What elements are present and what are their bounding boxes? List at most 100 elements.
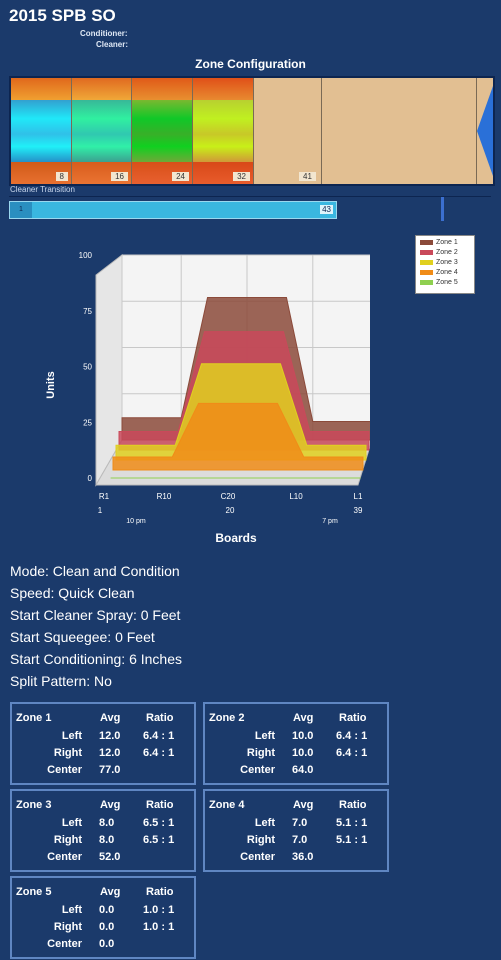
cleaner-transition-start: 1 bbox=[10, 202, 32, 218]
zone-name: Zone 4 bbox=[209, 799, 245, 811]
zone-summary-box: Zone 4 Avg Ratio Left 7.0 5.1 : 1 Right 7.0 5.1 … bbox=[203, 789, 389, 872]
left-label: Left bbox=[254, 817, 275, 829]
legend-swatch bbox=[420, 259, 433, 265]
x-note: 10 pm bbox=[126, 518, 146, 525]
chart-legend: Zone 1 Zone 2 Zone 3 Zone 4 Zone 5 bbox=[415, 235, 475, 294]
mode-text: Mode: Clean and Condition bbox=[10, 563, 180, 579]
left-label: Left bbox=[61, 730, 82, 742]
legend-swatch bbox=[420, 279, 433, 285]
zone-name: Zone 2 bbox=[209, 712, 245, 724]
center-label: Center bbox=[47, 764, 82, 776]
x-axis-ticks: R1 R10 C20 L10 L1 1 20 39 10 pm 7 pm bbox=[98, 492, 363, 525]
center-avg: 52.0 bbox=[99, 851, 121, 863]
left-ratio: 1.0 : 1 bbox=[143, 904, 175, 916]
left-avg: 7.0 bbox=[292, 817, 308, 829]
left-ratio: 6.4 : 1 bbox=[143, 730, 175, 742]
ratio-header: Ratio bbox=[146, 712, 174, 724]
y-tick-label: 100 bbox=[79, 251, 93, 260]
speed-text: Speed: Quick Clean bbox=[10, 585, 135, 601]
series-area bbox=[112, 402, 364, 471]
x-tick-label: L10 bbox=[289, 492, 303, 501]
zone-marker: 32 bbox=[233, 172, 250, 181]
right-ratio: 1.0 : 1 bbox=[143, 921, 175, 933]
legend-item: Zone 4 bbox=[420, 269, 458, 276]
right-label: Right bbox=[53, 834, 82, 846]
right-label: Right bbox=[246, 747, 275, 759]
zone-column: 32 bbox=[193, 78, 253, 184]
chart-series bbox=[110, 297, 370, 479]
right-label: Right bbox=[53, 921, 82, 933]
zone-name: Zone 1 bbox=[16, 712, 52, 724]
x-board-number: 1 bbox=[98, 506, 103, 515]
center-label: Center bbox=[240, 764, 275, 776]
conditioning-text: Start Conditioning: 6 Inches bbox=[10, 651, 182, 667]
right-ratio: 6.5 : 1 bbox=[143, 834, 175, 846]
squeegee-text: Start Squeegee: 0 Feet bbox=[10, 629, 155, 645]
center-avg: 77.0 bbox=[99, 764, 121, 776]
avg-header: Avg bbox=[100, 712, 121, 724]
right-avg: 7.0 bbox=[292, 834, 308, 846]
zone-marker: 24 bbox=[172, 172, 189, 181]
legend-item: Zone 3 bbox=[420, 259, 458, 266]
legend-swatch bbox=[420, 239, 433, 245]
center-label: Center bbox=[240, 851, 275, 863]
x-tick-label: R1 bbox=[99, 492, 110, 501]
center-label: Center bbox=[47, 851, 82, 863]
zone-marker: 8 bbox=[55, 172, 68, 181]
zone-marker: 16 bbox=[111, 172, 128, 181]
left-avg: 0.0 bbox=[99, 904, 115, 916]
x-board-number: 39 bbox=[354, 506, 363, 515]
pattern-title: 2015 SPB SO bbox=[9, 6, 116, 25]
legend-swatch bbox=[420, 249, 433, 255]
avg-header: Avg bbox=[293, 712, 314, 724]
x-axis-label: Boards bbox=[215, 531, 257, 545]
zone-name: Zone 5 bbox=[16, 886, 52, 898]
avg-header: Avg bbox=[100, 799, 121, 811]
legend-item: Zone 2 bbox=[420, 249, 458, 256]
legend-item: Zone 1 bbox=[420, 239, 458, 246]
zone-summary-box: Zone 1 Avg Ratio Left 12.0 6.4 : 1 Right 12.0 6.… bbox=[10, 702, 196, 785]
split-pattern-text: Split Pattern: No bbox=[10, 673, 112, 689]
oil-profile-chart: 0 25 50 75 100 R1 R10 C20 L10 L1 1 20 39 10 pm 7 pm U… bbox=[45, 251, 370, 545]
right-label: Right bbox=[53, 747, 82, 759]
right-label: Right bbox=[246, 834, 275, 846]
zone-summary-box: Zone 5 Avg Ratio Left 0.0 1.0 : 1 Right 0.0 1.0 … bbox=[10, 876, 196, 959]
x-tick-label: L1 bbox=[354, 492, 363, 501]
right-ratio: 6.4 : 1 bbox=[143, 747, 175, 759]
zone-marker: 41 bbox=[299, 172, 316, 181]
x-tick-label: R10 bbox=[157, 492, 172, 501]
zone-config-title: Zone Configuration bbox=[195, 57, 306, 71]
right-avg: 12.0 bbox=[99, 747, 121, 759]
center-avg: 64.0 bbox=[292, 764, 314, 776]
conditioner-label: Conditioner: bbox=[80, 29, 128, 38]
ratio-header: Ratio bbox=[339, 712, 367, 724]
center-avg: 36.0 bbox=[292, 851, 314, 863]
ratio-header: Ratio bbox=[146, 886, 174, 898]
avg-header: Avg bbox=[293, 799, 314, 811]
right-avg: 10.0 bbox=[292, 747, 314, 759]
left-ratio: 6.5 : 1 bbox=[143, 817, 175, 829]
left-label: Left bbox=[254, 730, 275, 742]
left-avg: 8.0 bbox=[99, 817, 115, 829]
x-tick-label: C20 bbox=[221, 492, 236, 501]
y-axis-ticks: 0 25 50 75 100 bbox=[79, 251, 93, 483]
y-axis-label: Units bbox=[45, 371, 57, 399]
left-avg: 10.0 bbox=[292, 730, 314, 742]
zone-configuration-panel[interactable]: 8 16 24 32 41 bbox=[9, 76, 495, 186]
pin-deck-arrow-icon bbox=[477, 86, 493, 176]
left-label: Left bbox=[61, 904, 82, 916]
left-ratio: 6.4 : 1 bbox=[336, 730, 368, 742]
zone-column: 16 bbox=[72, 78, 131, 184]
cleaner-transition-bar[interactable]: 1 43 bbox=[9, 201, 337, 219]
center-avg: 0.0 bbox=[99, 938, 115, 950]
transition-marker[interactable] bbox=[441, 197, 444, 221]
divider bbox=[9, 196, 491, 197]
zone-column: 8 bbox=[11, 78, 71, 184]
avg-header: Avg bbox=[100, 886, 121, 898]
y-tick-label: 75 bbox=[83, 307, 92, 316]
y-tick-label: 25 bbox=[83, 418, 92, 427]
zone-column: 24 bbox=[132, 78, 192, 184]
y-tick-label: 50 bbox=[83, 363, 92, 372]
left-avg: 12.0 bbox=[99, 730, 121, 742]
zone-summary-box: Zone 3 Avg Ratio Left 8.0 6.5 : 1 Right 8.0 6.5 … bbox=[10, 789, 196, 872]
